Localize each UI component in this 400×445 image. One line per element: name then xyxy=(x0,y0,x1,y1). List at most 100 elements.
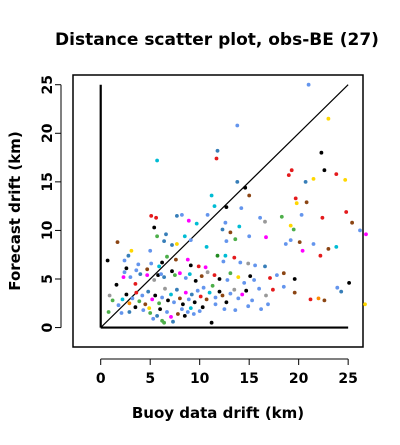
data-point xyxy=(145,273,150,277)
data-point xyxy=(225,278,230,282)
data-point xyxy=(185,257,190,262)
data-point xyxy=(213,295,218,300)
data-point xyxy=(150,297,155,302)
data-point xyxy=(151,316,156,321)
data-point xyxy=(170,269,174,274)
data-point xyxy=(176,312,180,316)
data-point xyxy=(149,214,154,218)
data-point xyxy=(224,300,229,305)
data-point xyxy=(136,262,141,267)
data-point xyxy=(214,156,219,161)
data-point xyxy=(263,264,267,269)
data-point xyxy=(159,272,164,276)
data-point xyxy=(204,245,209,249)
data-point xyxy=(107,293,112,298)
data-point xyxy=(271,287,275,292)
data-point xyxy=(235,180,240,184)
data-point xyxy=(157,264,162,269)
data-point xyxy=(116,303,121,308)
data-point xyxy=(180,213,184,217)
data-point xyxy=(275,273,279,277)
data-point xyxy=(288,238,293,243)
data-point xyxy=(120,297,125,302)
data-point xyxy=(164,232,168,237)
data-point xyxy=(194,221,199,226)
data-point xyxy=(322,168,327,173)
data-point xyxy=(250,298,255,303)
data-point xyxy=(178,296,182,301)
y-tick-label: 0 xyxy=(40,322,56,332)
data-point xyxy=(364,232,368,237)
data-point xyxy=(165,310,169,314)
data-point xyxy=(155,314,160,318)
data-point xyxy=(162,320,167,325)
data-point xyxy=(119,311,124,315)
x-axis: 0 5 10 15 20 25 xyxy=(96,358,358,387)
data-point xyxy=(201,285,206,290)
data-point xyxy=(141,308,146,312)
data-point xyxy=(322,298,327,303)
y-axis-label: Forecast drift (km) xyxy=(6,131,24,290)
x-tick-label: 25 xyxy=(338,371,357,387)
data-point xyxy=(316,296,321,301)
data-point xyxy=(268,276,272,280)
data-point xyxy=(264,235,268,240)
data-point xyxy=(212,273,217,277)
data-point xyxy=(233,308,238,312)
data-point xyxy=(128,275,133,279)
data-point xyxy=(217,277,222,281)
x-tick-label: 5 xyxy=(145,371,155,387)
data-point xyxy=(145,267,150,272)
x-axis-label: Buoy data drift (km) xyxy=(132,404,304,422)
data-point xyxy=(334,245,339,249)
data-point xyxy=(192,300,197,305)
data-point xyxy=(210,283,215,288)
data-point xyxy=(155,158,160,163)
data-point xyxy=(140,293,145,298)
data-point xyxy=(239,206,244,211)
data-point xyxy=(246,304,251,309)
y-axis: 0 5 10 15 20 25 xyxy=(40,75,62,332)
data-point xyxy=(257,286,261,291)
data-point xyxy=(205,213,210,217)
data-point xyxy=(311,177,316,181)
data-point xyxy=(175,214,179,218)
data-point xyxy=(188,263,193,268)
data-point xyxy=(148,248,153,253)
data-point xyxy=(114,282,119,287)
data-point xyxy=(122,270,127,275)
data-point xyxy=(197,309,202,313)
data-point xyxy=(237,224,242,229)
data-point xyxy=(217,289,222,294)
data-point xyxy=(124,292,129,297)
data-point xyxy=(199,274,204,278)
data-point xyxy=(242,281,247,285)
data-point xyxy=(236,296,241,301)
data-point xyxy=(246,261,251,266)
data-point xyxy=(318,253,323,258)
data-point xyxy=(311,242,316,246)
data-point xyxy=(220,293,225,298)
data-point xyxy=(232,255,237,260)
data-point xyxy=(350,220,354,225)
data-point xyxy=(134,268,139,273)
data-point xyxy=(106,310,111,314)
data-point xyxy=(143,302,148,307)
y-tick-label: 20 xyxy=(40,123,56,143)
data-point xyxy=(153,293,158,298)
data-point xyxy=(137,299,142,304)
data-point xyxy=(300,248,305,253)
data-point xyxy=(326,116,331,121)
data-point xyxy=(228,230,233,235)
data-point xyxy=(158,307,163,311)
data-point xyxy=(178,271,182,276)
data-point xyxy=(224,239,229,244)
data-point xyxy=(221,259,226,264)
data-point xyxy=(320,215,325,220)
data-point xyxy=(146,289,151,294)
data-point xyxy=(248,274,253,278)
data-point xyxy=(180,307,184,311)
data-point xyxy=(152,225,157,230)
